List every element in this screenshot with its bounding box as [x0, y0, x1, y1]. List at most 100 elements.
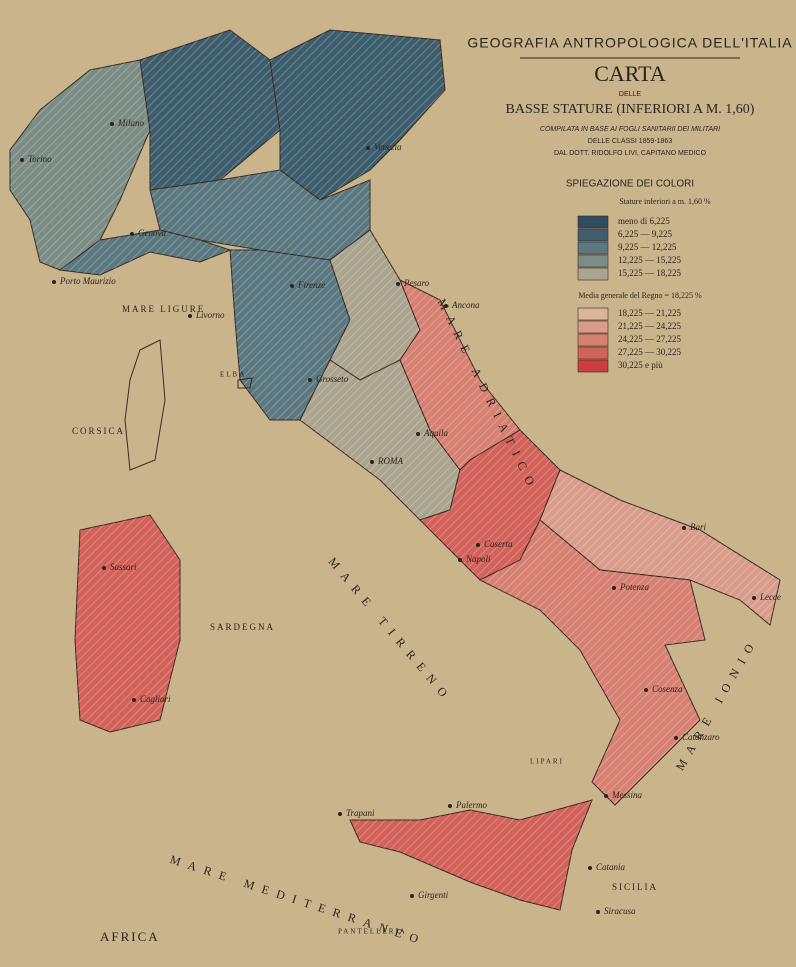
- place-label: Milano: [117, 118, 144, 128]
- place-dot: [752, 596, 756, 600]
- legend-title: SPIEGAZIONE DEI COLORI: [566, 179, 694, 190]
- region-hatch: [330, 230, 420, 380]
- place-dot: [604, 794, 608, 798]
- region-hatch: [150, 170, 370, 260]
- series-title: GEOGRAFIA ANTROPOLOGICA DELL'ITALIA: [467, 35, 792, 51]
- place-dot: [396, 282, 400, 286]
- place-label: Potenza: [619, 582, 649, 592]
- place-dot: [132, 698, 136, 702]
- legend-label: 24,225 — 27,225: [618, 334, 682, 344]
- title-block: GEOGRAFIA ANTROPOLOGICA DELL'ITALIA CART…: [467, 35, 792, 300]
- legend-swatch: [577, 333, 609, 347]
- place-label: Napoli: [465, 554, 491, 564]
- region-hatch: [350, 800, 592, 910]
- legend: meno di 6,225 6,225 — 9,225 9,225 — 12,225…: [577, 215, 682, 373]
- place-label: Catanzaro: [682, 732, 720, 742]
- place-dot: [596, 910, 600, 914]
- legend-label: 21,225 — 24,225: [618, 321, 682, 331]
- place-label: Firenze: [297, 280, 325, 290]
- place-label: Genova: [138, 228, 166, 238]
- legend-swatch: [577, 346, 609, 360]
- place-label: Girgenti: [418, 890, 449, 900]
- place-label: Aquila: [423, 428, 448, 438]
- legend-swatch: [577, 215, 609, 229]
- place-dot: [110, 122, 114, 126]
- legend-swatch: [577, 359, 609, 373]
- sea-label: CORSICA: [72, 426, 125, 436]
- place-label: Cosenza: [652, 684, 683, 694]
- legend-swatch: [577, 307, 609, 321]
- place-label: Livorno: [195, 310, 225, 320]
- region-hatch: [140, 30, 280, 190]
- region-hatch: [75, 515, 180, 732]
- place-dot: [290, 284, 294, 288]
- region-hatch: [230, 250, 350, 420]
- elba-outline: [237, 377, 253, 389]
- place-dot: [588, 866, 592, 870]
- title-connector: DELLE: [619, 91, 642, 98]
- region-hatch: [60, 230, 230, 275]
- region-hatch: [540, 470, 780, 625]
- place-dot: [682, 526, 686, 530]
- title: CARTA: [594, 61, 666, 86]
- place-label: Bari: [690, 522, 707, 532]
- place-label: Ancona: [451, 300, 480, 310]
- place-dot: [448, 804, 452, 808]
- place-label: Palermo: [455, 800, 487, 810]
- place-label: Catania: [596, 862, 626, 872]
- place-dot: [410, 894, 414, 898]
- place-label: Siracusa: [604, 906, 636, 916]
- sea-label: LIPARI: [530, 758, 564, 766]
- subtitle: BASSE STATURE (INFERIORI A M. 1,60): [506, 102, 755, 117]
- region-hatch: [10, 60, 150, 270]
- region-hatch: [400, 280, 520, 470]
- place-dot: [612, 586, 616, 590]
- place-label: Sassari: [110, 562, 137, 572]
- legend-subtitle: Stature inferiori a m. 1,60 %: [619, 197, 711, 206]
- sea-label: ELBA: [220, 371, 246, 379]
- legend-swatch: [577, 320, 609, 334]
- place-dot: [20, 158, 24, 162]
- place-dot: [476, 543, 480, 547]
- place-label: Cagliari: [140, 694, 171, 704]
- place-label: ROMA: [377, 456, 403, 466]
- place-dot: [644, 688, 648, 692]
- region-hatch: [480, 520, 705, 805]
- classes-note: DELLE CLASSI 1859-1863: [588, 138, 673, 145]
- place-dot: [366, 146, 370, 150]
- place-label: Pesaro: [403, 278, 430, 288]
- place-dot: [308, 378, 312, 382]
- region-hatch: [300, 360, 460, 520]
- legend-swatch: [577, 228, 609, 242]
- place-dot: [130, 232, 134, 236]
- place-label: Trapani: [346, 808, 375, 818]
- place-dot: [52, 280, 56, 284]
- legend-label: 30,225 e più: [618, 360, 663, 370]
- place-label: Caserta: [484, 539, 513, 549]
- sea-label: PANTELLERIA: [338, 928, 407, 936]
- place-dot: [444, 304, 448, 308]
- place-label: Messina: [611, 790, 642, 800]
- legend-label: meno di 6,225: [618, 216, 670, 226]
- place-label: Lecce: [759, 592, 781, 602]
- region-hatch: [270, 30, 445, 200]
- legend-label: 27,225 — 30,225: [618, 347, 682, 357]
- place-dot: [102, 566, 106, 570]
- place-dot: [370, 460, 374, 464]
- legend-average: Media generale del Regno = 18,225 %: [578, 291, 702, 300]
- place-dot: [188, 314, 192, 318]
- place-dot: [674, 736, 678, 740]
- place-label: Torino: [28, 154, 52, 164]
- legend-swatch: [577, 254, 609, 268]
- compiled-note: COMPILATA IN BASE AI FOGLI SANITARII DEI…: [540, 126, 720, 133]
- author-note: DAL DOTT. RIDOLFO LIVI, CAPITANO MEDICO: [554, 150, 707, 157]
- legend-label: 12,225 — 15,225: [618, 255, 682, 265]
- place-dot: [458, 558, 462, 562]
- legend-swatch: [577, 267, 609, 281]
- sea-label: SICILIA: [612, 882, 658, 892]
- place-dot: [338, 812, 342, 816]
- sea-label: MARE LIGURE: [122, 304, 205, 314]
- place-dot: [416, 432, 420, 436]
- legend-label: 15,225 — 18,225: [618, 268, 682, 278]
